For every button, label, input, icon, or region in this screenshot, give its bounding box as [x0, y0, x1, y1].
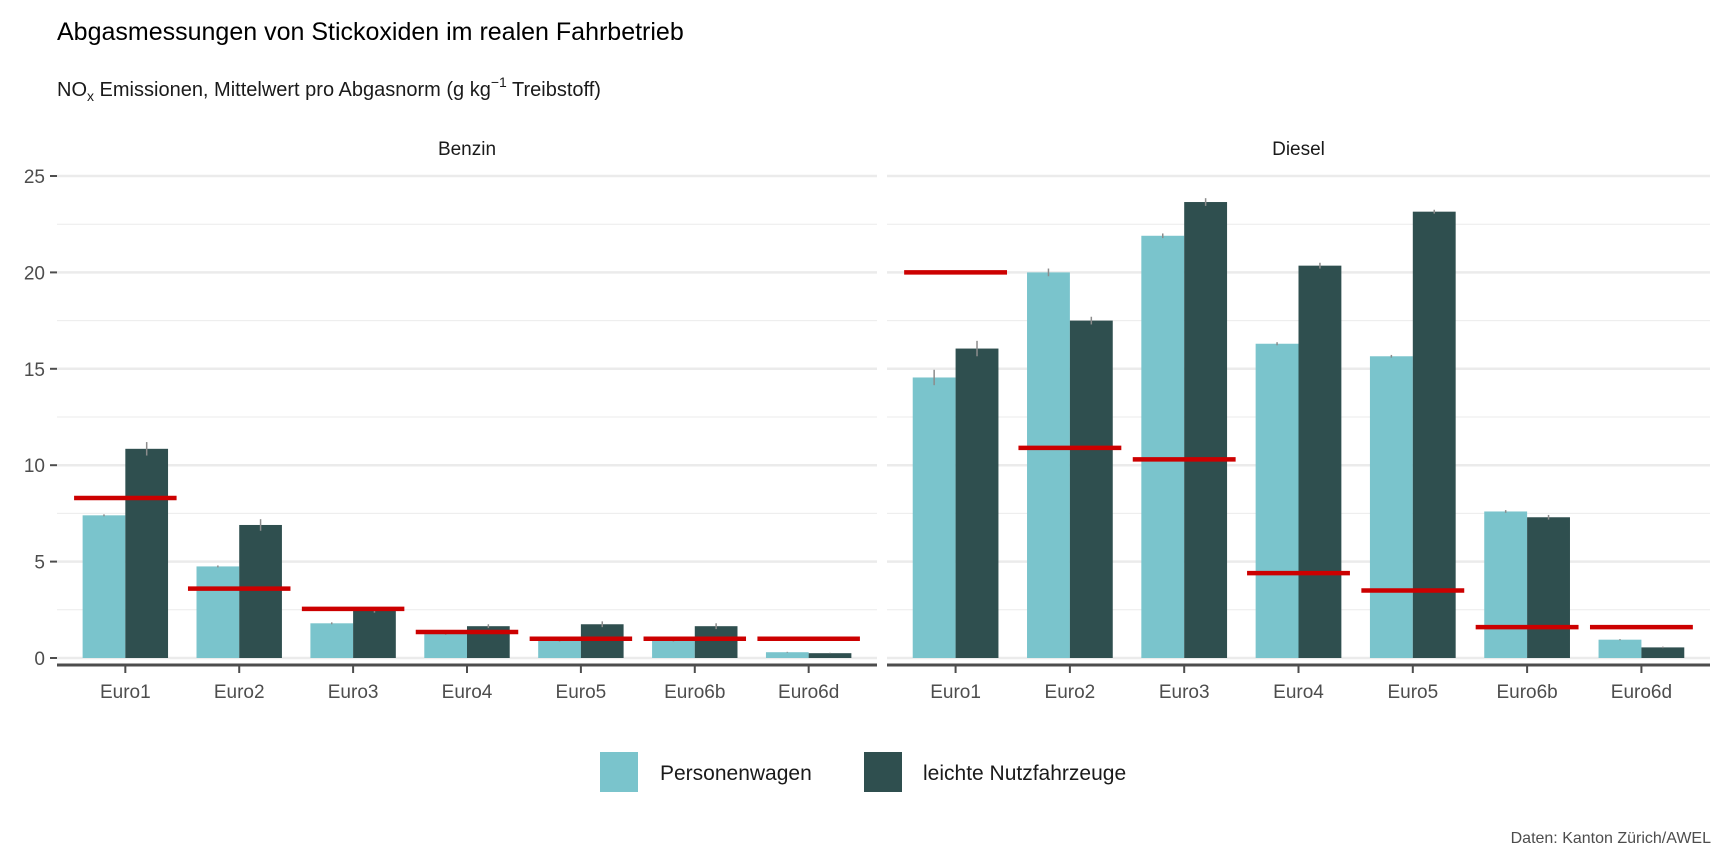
x-tick-label: Euro1 — [100, 682, 151, 703]
x-tick-label: Euro2 — [214, 682, 265, 703]
strip-label: Diesel — [1272, 139, 1325, 160]
bar-pw-euro5 — [1369, 356, 1413, 658]
x-tick-label: Euro3 — [1159, 682, 1210, 703]
y-tick-label: 5 — [34, 553, 45, 574]
bar-lnf-euro6b — [694, 626, 738, 658]
panel-benzin: Benzin Euro1 Euro2 Euro3 Euro4 Euro5 Euro6b Eur… — [57, 139, 877, 703]
x-tick-label: Euro6b — [664, 682, 725, 703]
bar-pw-euro2 — [196, 566, 240, 658]
bar-pw-euro2 — [1027, 272, 1070, 658]
bar-lnf-euro3 — [353, 610, 396, 658]
bar-lnf-euro2 — [239, 524, 282, 658]
chart-title: Abgasmessungen von Stickoxiden im realen… — [57, 18, 684, 46]
legend-key-personenwagen — [600, 752, 638, 792]
bar-lnf-euro6d — [1641, 647, 1685, 658]
bar-pw-euro4 — [1255, 343, 1299, 658]
bar-pw-euro6d — [1598, 639, 1642, 658]
bar-lnf-euro6d — [808, 653, 852, 658]
x-tick-label: Euro4 — [1273, 682, 1324, 703]
bar-pw-euro4 — [424, 633, 467, 658]
bar-pw-euro3 — [310, 623, 354, 658]
bar-pw-euro6d — [765, 652, 809, 658]
chart-subtitle: NOx Emissionen, Mittelwert pro Abgasnorm… — [57, 74, 601, 104]
bar-pw-euro5 — [538, 640, 581, 658]
legend: Personenwagen leichte Nutzfahrzeuge — [600, 752, 1126, 792]
bar-lnf-euro2 — [1069, 320, 1113, 658]
strip-label: Benzin — [438, 139, 496, 160]
bar-lnf-euro1 — [125, 448, 169, 658]
x-tick-label: Euro5 — [556, 682, 607, 703]
x-tick-label: Euro6d — [1611, 682, 1672, 703]
x-tick-label: Euro1 — [930, 682, 981, 703]
x-tick-label: Euro4 — [442, 682, 493, 703]
bar-lnf-euro5 — [580, 624, 624, 658]
x-tick-label: Euro5 — [1387, 682, 1438, 703]
panel-diesel: Diesel Euro1 Euro2 Euro3 Euro4 Euro5 Euro6b Eur… — [887, 139, 1710, 703]
y-tick-label: 20 — [24, 263, 45, 284]
bar-pw-euro6b — [652, 640, 695, 658]
bar-lnf-euro4 — [1298, 265, 1342, 658]
bar-pw-euro1 — [82, 515, 126, 658]
x-tick-label: Euro2 — [1045, 682, 1096, 703]
y-tick-label: 15 — [24, 360, 45, 381]
legend-key-leichte-nutzfahrzeuge — [864, 752, 902, 792]
legend-label-personenwagen: Personenwagen — [660, 762, 812, 785]
y-tick-label: 25 — [24, 167, 45, 188]
y-tick-label: 10 — [24, 456, 45, 477]
x-tick-label: Euro6b — [1496, 682, 1557, 703]
bar-lnf-euro1 — [955, 348, 999, 658]
bar-lnf-euro3 — [1184, 202, 1228, 658]
bar-lnf-euro6b — [1527, 517, 1570, 658]
caption: Daten: Kanton Zürich/AWEL — [1511, 830, 1711, 847]
x-tick-label: Euro6d — [778, 682, 839, 703]
bar-lnf-euro5 — [1412, 211, 1456, 658]
bar-pw-euro3 — [1141, 235, 1185, 658]
legend-label-leichte-nutzfahrzeuge: leichte Nutzfahrzeuge — [923, 762, 1126, 785]
bar-pw-euro6b — [1484, 511, 1528, 658]
y-tick-label: 0 — [34, 649, 45, 670]
bar-pw-euro1 — [912, 377, 956, 658]
x-tick-label: Euro3 — [328, 682, 379, 703]
